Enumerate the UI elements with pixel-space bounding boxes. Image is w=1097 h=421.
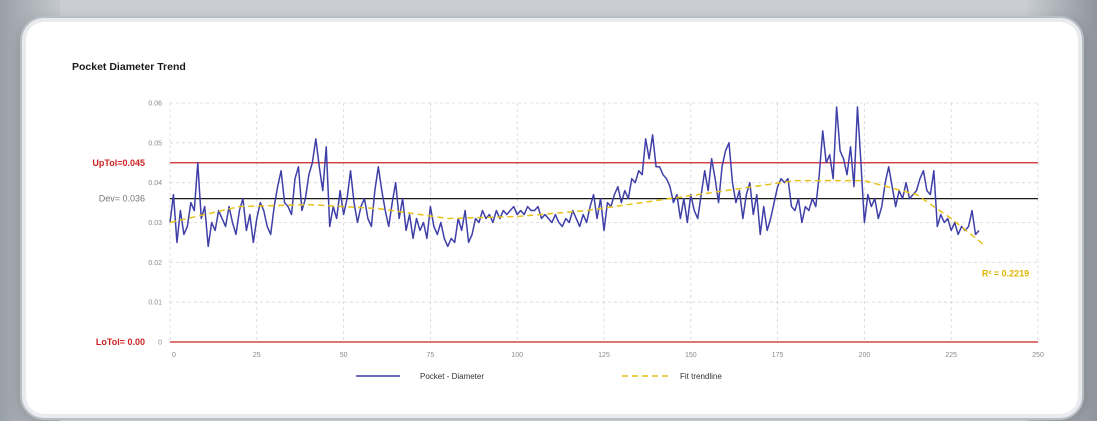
x-tick-label: 250 [1032,352,1044,359]
y-tick-label: 0.03 [148,220,162,227]
x-tick-label: 225 [945,352,957,359]
series-line-fit-trendline [169,179,987,247]
x-tick-label: 75 [427,352,435,359]
series-line-pocket-diameter [169,106,980,248]
legend-label-fit-trendline: Fit trendline [680,372,722,381]
chart-grid [169,102,1039,343]
x-tick-label: 0 [172,352,176,359]
series-layer [169,106,987,248]
y-axis-ticks: 0 0.01 0.02 0.03 0.04 0.05 0.06 [148,101,162,347]
legend-label-pocket-diameter: Pocket - Diameter [420,372,484,381]
x-tick-label: 150 [685,352,697,359]
chart-card [22,18,1082,418]
x-tick-label: 200 [859,352,871,359]
reference-lines: UpTol=0.045 Dev= 0.036 LoTol= 0.00 [92,158,1038,347]
r-squared-annotation: R² = 0.2219 [982,268,1029,278]
legend: Pocket - Diameter Fit trendline [356,372,722,381]
x-tick-label: 100 [511,352,523,359]
x-tick-label: 50 [340,352,348,359]
y-tick-label: 0 [158,340,162,347]
reference-line-label: Dev= 0.036 [99,194,145,204]
y-tick-label: 0.02 [148,260,162,267]
x-axis-ticks: 0 25 50 75 100 125 150 175 200 225 250 [172,352,1044,359]
reference-line-label: LoTol= 0.00 [96,337,145,347]
reference-line-label: UpTol=0.045 [92,158,145,168]
y-tick-label: 0.01 [148,300,162,307]
x-tick-label: 125 [598,352,610,359]
y-tick-label: 0.06 [148,101,162,108]
x-tick-label: 25 [253,352,261,359]
chart-title: Pocket Diameter Trend [72,61,186,73]
y-tick-label: 0.04 [148,180,162,187]
y-tick-label: 0.05 [148,140,162,147]
x-tick-label: 175 [772,352,784,359]
